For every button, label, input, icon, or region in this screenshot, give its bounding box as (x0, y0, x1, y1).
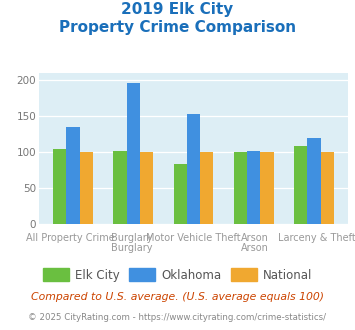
Bar (66, 127, 80, 224)
Bar (294, 146, 307, 224)
Text: Arson: Arson (241, 243, 269, 252)
Bar (321, 152, 334, 224)
Text: Burglary: Burglary (111, 243, 152, 252)
Text: Motor Vehicle Theft: Motor Vehicle Theft (146, 233, 241, 243)
Bar (234, 152, 247, 224)
Text: 2019 Elk City: 2019 Elk City (121, 2, 234, 16)
Bar (53, 149, 66, 224)
Bar (113, 151, 127, 224)
Text: Burglary: Burglary (111, 233, 152, 243)
Text: All Property Crime: All Property Crime (26, 233, 114, 243)
Text: Arson: Arson (241, 233, 269, 243)
Bar (127, 83, 140, 224)
Bar (260, 152, 274, 224)
Bar (80, 152, 93, 224)
Bar (140, 152, 153, 224)
Bar (200, 152, 213, 224)
Legend: Elk City, Oklahoma, National: Elk City, Oklahoma, National (39, 265, 316, 285)
Bar (307, 138, 321, 224)
Text: © 2025 CityRating.com - https://www.cityrating.com/crime-statistics/: © 2025 CityRating.com - https://www.city… (28, 314, 327, 322)
Text: Compared to U.S. average. (U.S. average equals 100): Compared to U.S. average. (U.S. average … (31, 292, 324, 302)
Bar (187, 114, 200, 224)
Bar (247, 151, 260, 224)
Text: Larceny & Theft: Larceny & Theft (278, 233, 355, 243)
Bar (174, 164, 187, 224)
Text: Property Crime Comparison: Property Crime Comparison (59, 20, 296, 35)
